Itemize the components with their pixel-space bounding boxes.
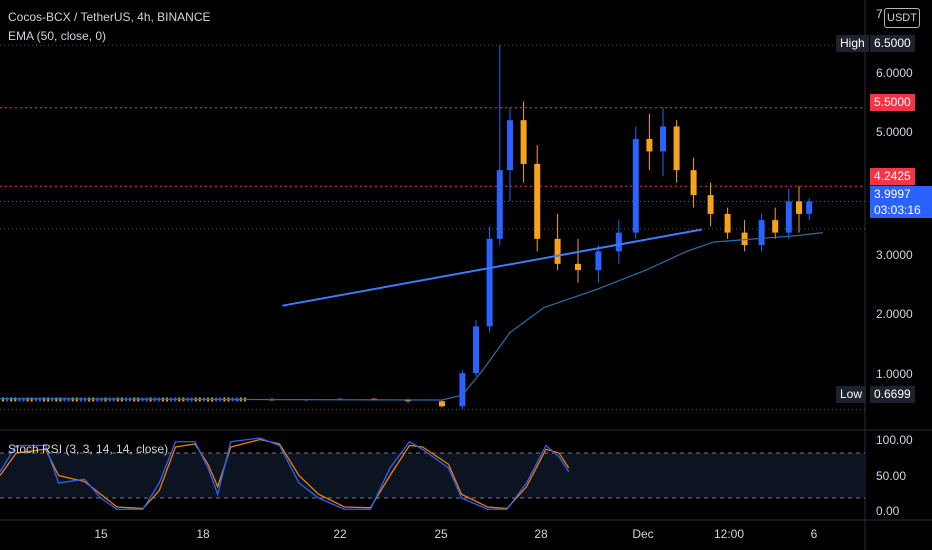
currency-badge[interactable]: USDT: [884, 8, 920, 28]
candle: [6, 397, 9, 402]
candle-body: [806, 201, 813, 214]
candle-body: [473, 326, 479, 374]
trendline: [282, 228, 702, 307]
candle-body: [520, 120, 527, 164]
candle: [51, 397, 54, 402]
last-price-value: 3.9997: [874, 187, 911, 201]
candle: [30, 397, 33, 402]
level-tag-4242: 4.2425: [870, 168, 915, 185]
candle: [10, 397, 13, 402]
candle-body: [707, 195, 714, 214]
candle: [18, 397, 21, 402]
bar-countdown: 03:03:16: [874, 203, 921, 217]
candle-body: [486, 238, 493, 327]
high-label-tag: High: [836, 35, 869, 52]
candle: [2, 397, 4, 402]
time-tick: 12:00: [713, 527, 745, 541]
candle-body: [673, 126, 680, 171]
candle: [22, 397, 25, 402]
candle: [26, 397, 29, 402]
candle-body: [632, 138, 639, 233]
candle-body: [796, 201, 802, 214]
time-tick: 25: [434, 527, 448, 541]
time-tick: 15: [94, 527, 108, 541]
level-tag-5500: 5.5000: [870, 94, 915, 111]
stoch-tick: 0.00: [876, 504, 900, 518]
candle-body: [507, 120, 513, 171]
last-price-tag: 3.9997 03:03:16: [870, 186, 932, 218]
ema-legend[interactable]: EMA (50, close, 0): [8, 29, 107, 43]
candle-body: [772, 220, 779, 233]
price-tick-top: 7: [876, 7, 883, 21]
time-tick: 28: [534, 527, 548, 541]
stoch-tick: 100.00: [876, 433, 913, 447]
candle-body: [575, 263, 581, 271]
candle: [14, 397, 17, 402]
candle: [43, 397, 45, 402]
low-label-tag: Low: [836, 386, 867, 403]
time-tick: 18: [196, 527, 210, 541]
candle-body: [595, 251, 602, 271]
stoch-band: [0, 453, 865, 498]
candle-body: [660, 126, 666, 152]
candle-body: [741, 232, 748, 246]
symbol-legend[interactable]: Cocos-BCX / TetherUS, 4h, BINANCE: [8, 10, 211, 24]
ema-line: [0, 232, 823, 401]
candle-body: [439, 401, 445, 407]
time-tick: 22: [333, 527, 347, 541]
candle-body: [724, 213, 731, 233]
candle-body: [615, 232, 622, 252]
candle: [34, 397, 37, 402]
candle-body: [405, 400, 411, 402]
candle-body: [459, 373, 466, 407]
candle-body: [496, 170, 503, 239]
high-value-tag: 6.5000: [870, 35, 915, 52]
price-tick: 2.0000: [876, 307, 913, 321]
candle: [47, 397, 50, 402]
stoch-tick: 50.00: [876, 469, 907, 483]
time-tick: 6: [810, 527, 818, 541]
candle: [38, 397, 41, 402]
candle-body: [534, 163, 541, 239]
candle-body: [758, 220, 765, 246]
price-tick: 3.0000: [876, 248, 913, 262]
candle-body: [785, 201, 792, 233]
price-tick: 6.0000: [876, 66, 913, 80]
candle-body: [646, 138, 653, 152]
stoch-d-line: [0, 438, 570, 510]
low-value-tag: 0.6699: [870, 386, 915, 403]
price-tick: 1.0000: [876, 367, 913, 381]
stoch-k-line: [0, 437, 570, 510]
candle-body: [690, 170, 697, 196]
stoch-legend[interactable]: Stoch RSI (3, 3, 14, 14, close): [8, 442, 169, 456]
price-tick: 5.0000: [876, 125, 913, 139]
candle-body: [554, 238, 561, 264]
time-tick: Dec: [632, 527, 654, 541]
